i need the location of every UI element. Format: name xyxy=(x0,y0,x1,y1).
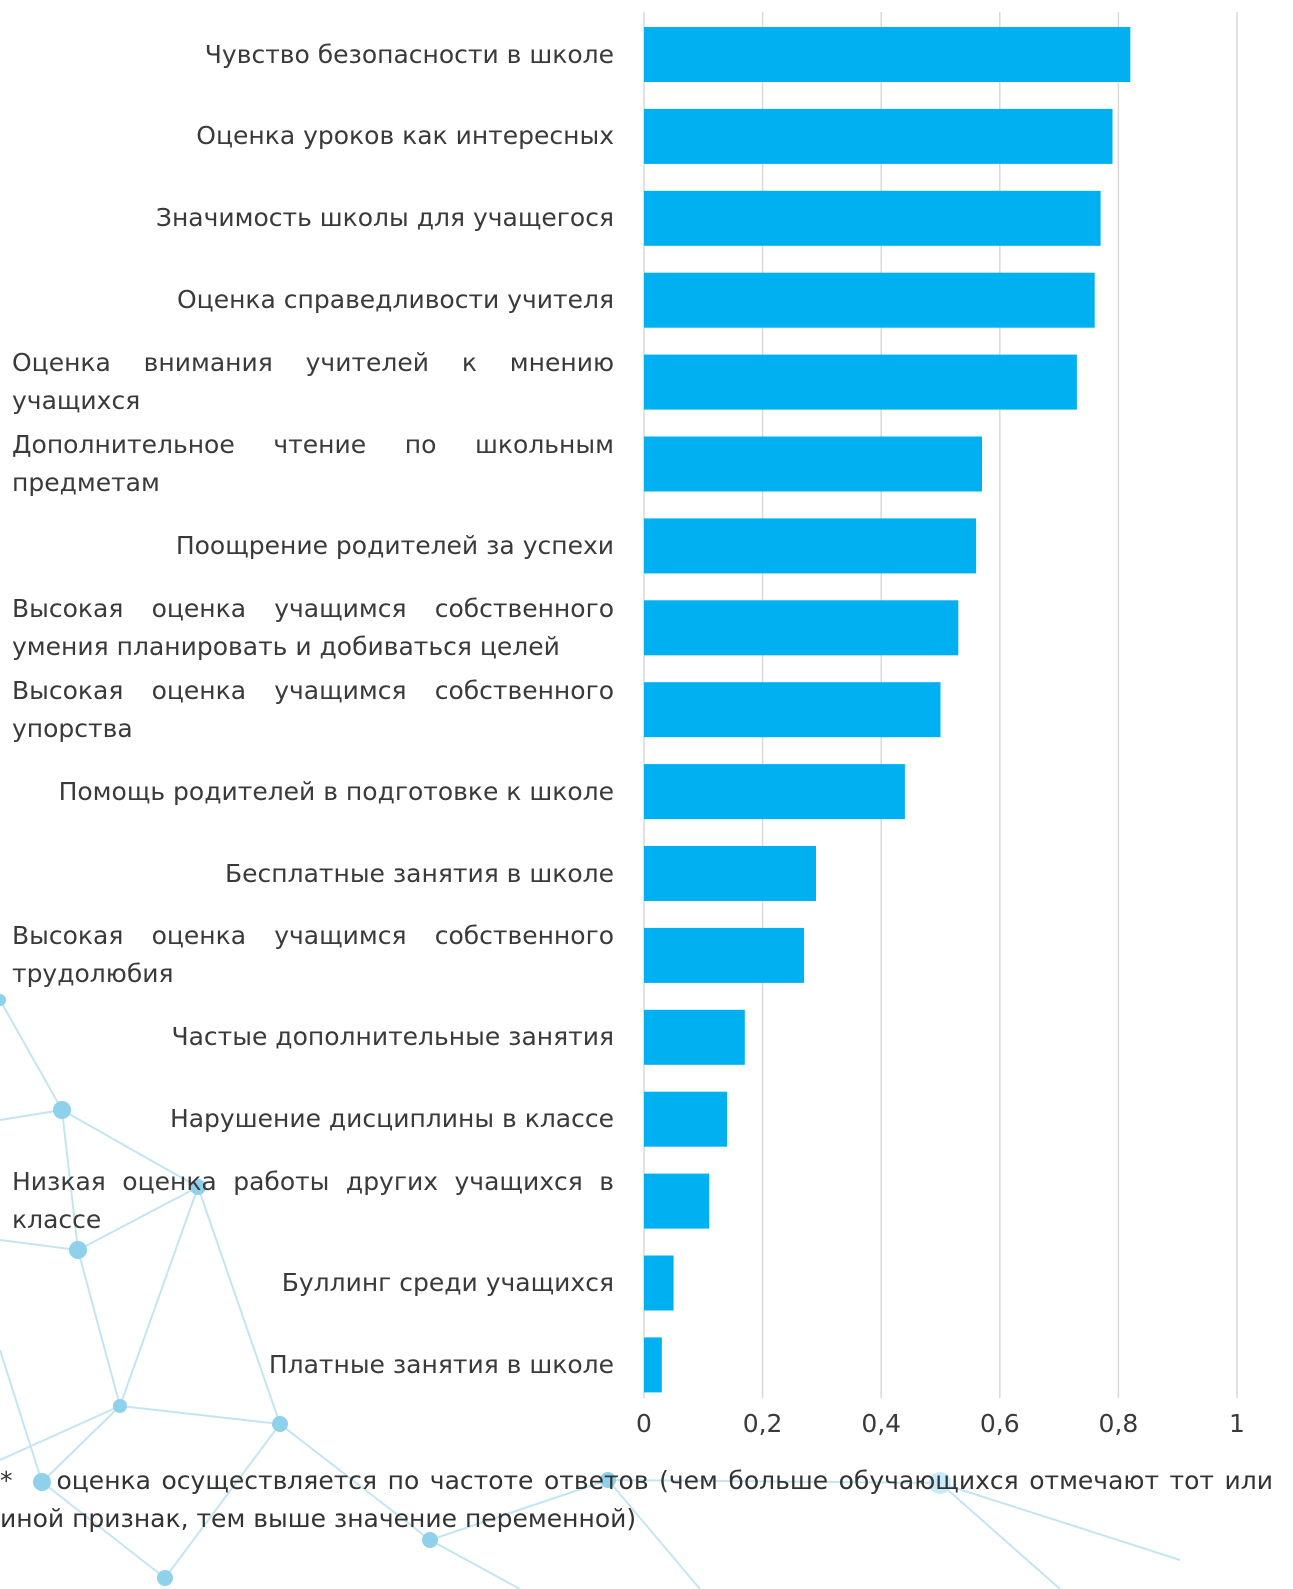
x-axis-tick-labels: 0 0,2 0,4 0,6 0,8 1 xyxy=(636,1409,1245,1438)
bar xyxy=(644,1337,662,1393)
bar xyxy=(644,600,959,656)
category-label: Высокая оценка учащимся собственного уме… xyxy=(12,593,614,661)
category-label: Оценка справедливости учителя xyxy=(177,285,614,315)
x-tick-label: 1 xyxy=(1229,1409,1245,1438)
category-label: Буллинг среди учащихся xyxy=(281,1268,614,1297)
category-label: Платные занятия в школе xyxy=(268,1349,614,1379)
category-label: Значимость школы для учащегося xyxy=(155,203,614,233)
category-label: Дополнительное чтение по школьным предме… xyxy=(12,430,614,497)
footnote-text: оценка осуществляется по частоте ответов… xyxy=(0,1466,1273,1533)
x-tick-label: 0,8 xyxy=(1099,1409,1139,1438)
bar xyxy=(644,436,982,492)
bars xyxy=(644,27,1131,1393)
x-tick-label: 0,6 xyxy=(980,1409,1020,1438)
bar xyxy=(644,27,1131,82)
bar xyxy=(644,846,816,901)
category-label: Высокая оценка учащимся собственного упо… xyxy=(12,675,614,743)
bar xyxy=(644,927,805,983)
bar-chart: 0 0,2 0,4 0,6 0,8 1 xyxy=(636,12,1245,1438)
x-tick-label: 0,4 xyxy=(861,1409,901,1438)
category-label: Помощь родителей в подготовке к школе xyxy=(58,776,614,806)
x-tick-label: 0,2 xyxy=(743,1409,783,1438)
footnote-mark: * xyxy=(0,1466,13,1495)
bar xyxy=(644,108,1113,164)
bar xyxy=(644,354,1077,410)
category-label: Оценка внимания учителей к мнению учащих… xyxy=(12,348,614,416)
category-label: Нарушение дисциплины в классе xyxy=(169,1104,614,1134)
category-label: Бесплатные занятия в школе xyxy=(224,858,614,888)
category-label: Низкая оценка работы других учащихся в к… xyxy=(12,1167,614,1235)
category-label: Оценка уроков как интересных xyxy=(196,121,614,151)
category-label: Частые дополнительные занятия xyxy=(171,1022,614,1052)
bar xyxy=(644,1255,674,1311)
x-tick-label: 0 xyxy=(636,1409,652,1438)
category-label: Поощрение родителей за успехи xyxy=(175,530,614,560)
bar xyxy=(644,682,941,738)
bar xyxy=(644,1009,745,1065)
bar xyxy=(644,1091,727,1147)
bar xyxy=(644,518,977,574)
category-label: Чувство безопасности в школе xyxy=(204,39,614,69)
bar xyxy=(644,190,1101,246)
category-label: Высокая оценка учащимся собственного тру… xyxy=(12,921,614,989)
bar xyxy=(644,1173,710,1229)
footnote: * оценка осуществляется по частоте ответо… xyxy=(0,1462,1273,1538)
bar xyxy=(644,272,1095,328)
bar xyxy=(644,764,905,820)
